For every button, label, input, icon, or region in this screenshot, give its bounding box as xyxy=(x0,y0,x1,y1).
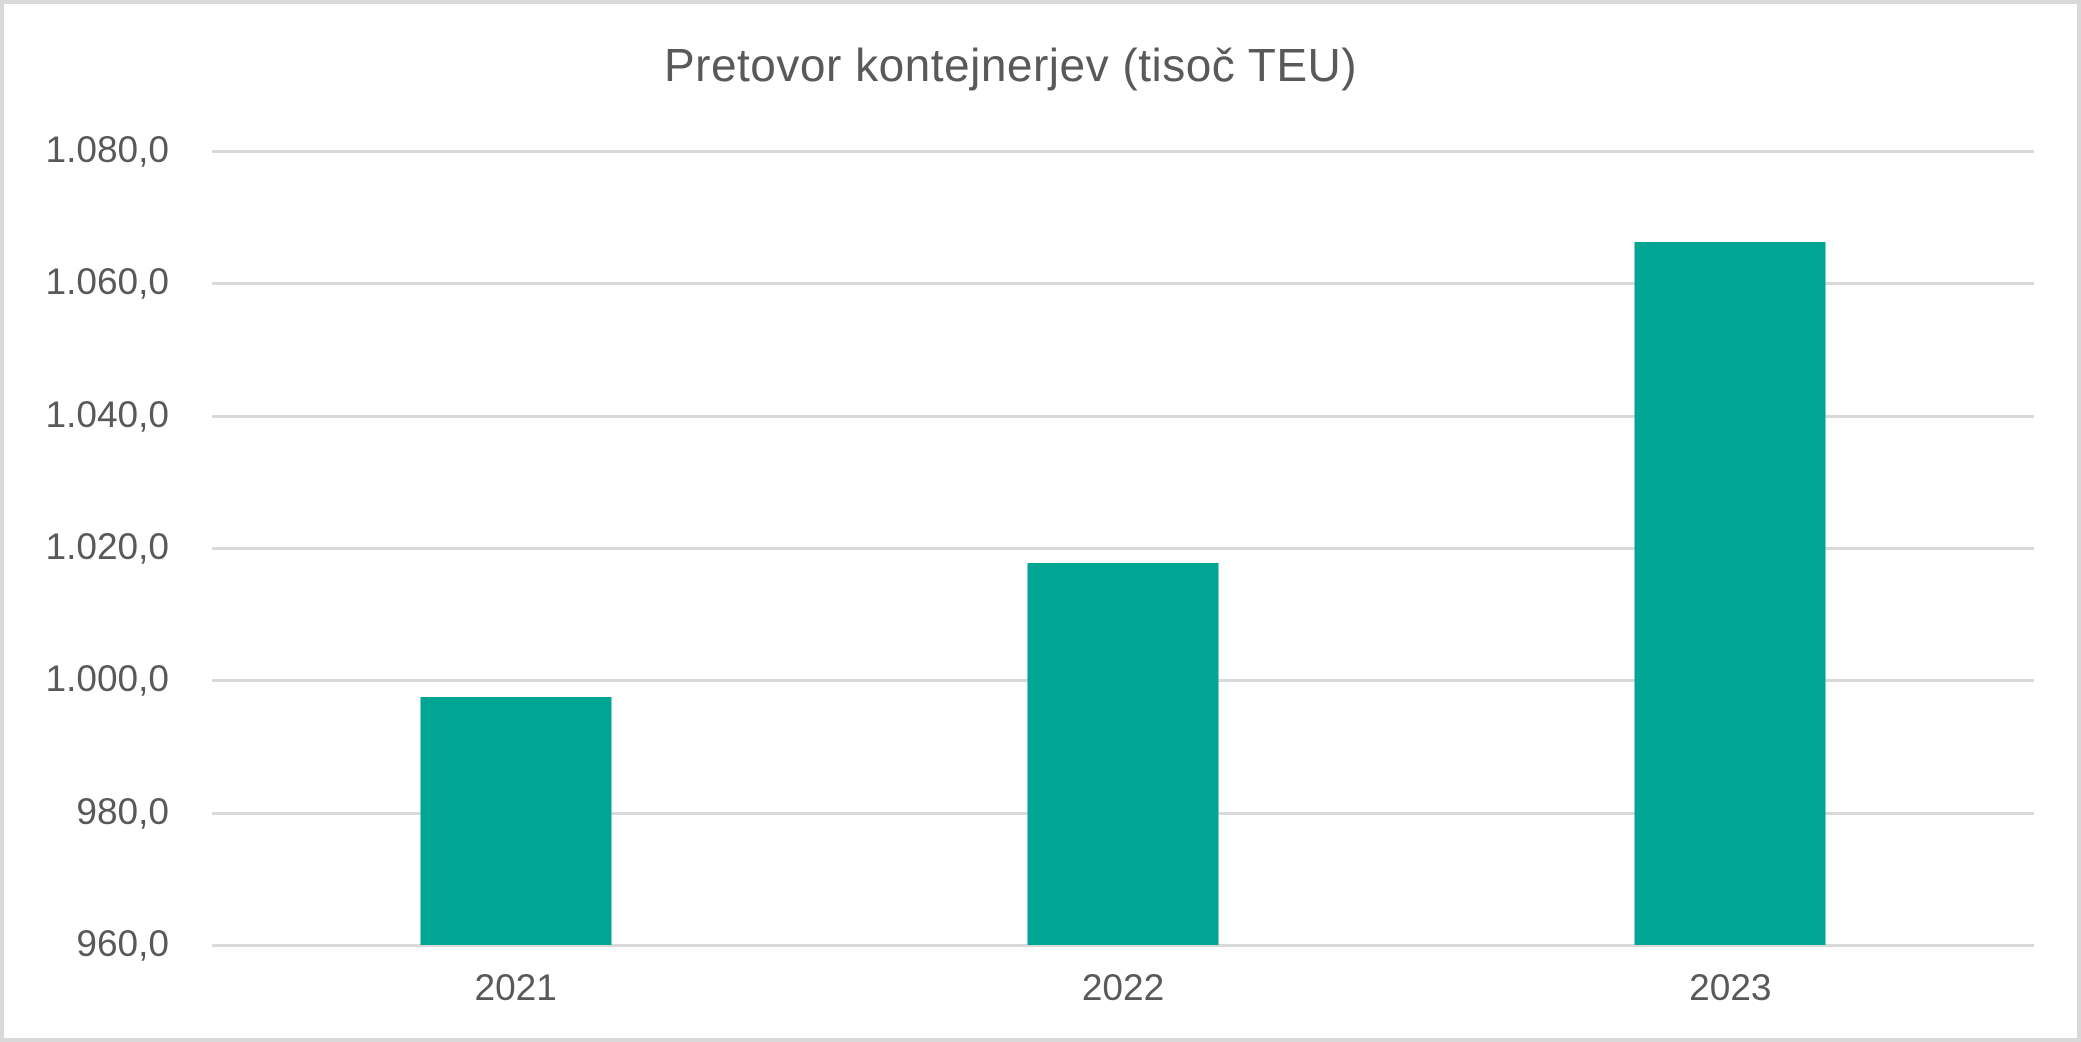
plot-area: 1.080,0 1.060,0 1.040,0 1.020,0 1.000,0 980,0… xyxy=(46,129,2034,1008)
gridline xyxy=(212,547,2034,550)
y-axis-tick-label: 1.060,0 xyxy=(45,261,169,303)
bar-2023 xyxy=(1634,242,1826,945)
y-axis-tick-label: 1.080,0 xyxy=(45,129,169,171)
bar-2021 xyxy=(420,696,612,945)
bar-2022 xyxy=(1027,562,1219,945)
gridline xyxy=(212,282,2034,286)
x-axis-tick-label: 2023 xyxy=(1689,967,1772,1008)
x-axis-tick-label: 2022 xyxy=(1081,967,1165,1008)
y-axis-tick-label: 980,0 xyxy=(76,790,169,832)
x-axis-tick-label: 2021 xyxy=(474,967,557,1008)
y-axis-tick-label: 960,0 xyxy=(76,923,169,965)
chart-title: Pretovor kontejnerjev (tisoč TEU) xyxy=(663,39,1358,91)
y-axis-tick-label: 1.000,0 xyxy=(45,658,169,700)
gridline xyxy=(212,150,2034,153)
gridline xyxy=(212,414,2034,418)
y-axis-tick-label: 1.020,0 xyxy=(45,526,169,568)
gridline xyxy=(212,944,2034,947)
y-axis-tick-label: 1.040,0 xyxy=(45,393,169,435)
